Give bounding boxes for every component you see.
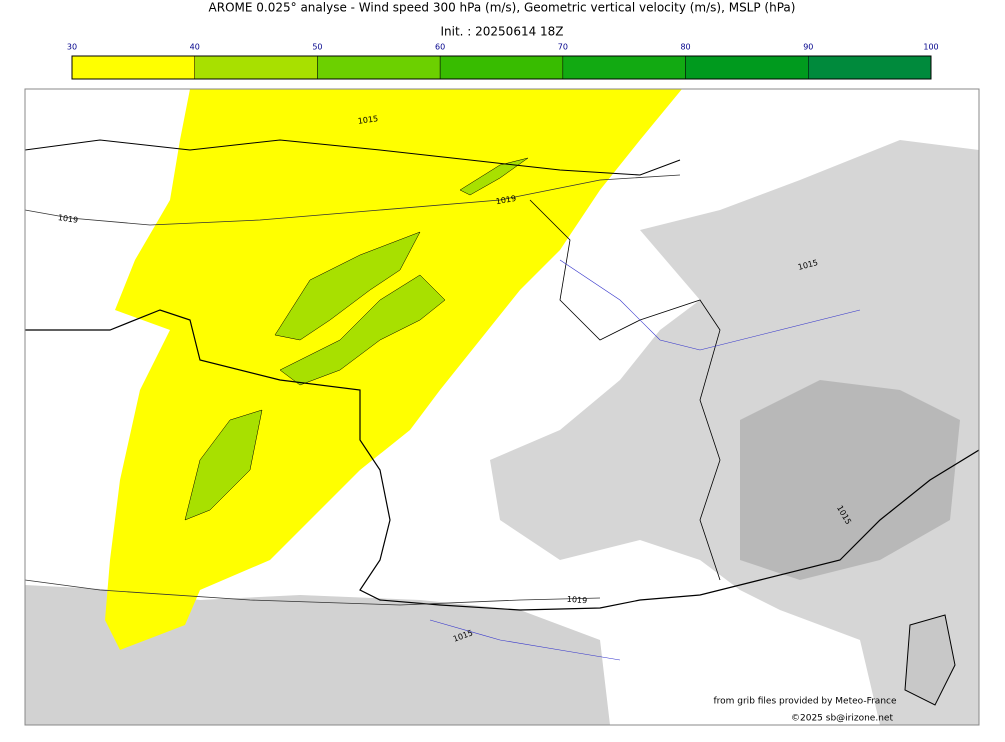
map-title: AROME 0.025° analyse - Wind speed 300 hP… xyxy=(209,1,796,15)
isobar-label: 1015 xyxy=(357,114,378,126)
colorbar-tick-label: 100 xyxy=(923,43,938,52)
wind-40-50 xyxy=(274,231,421,341)
colorbar-segment xyxy=(194,55,318,80)
colorbar-tick-label: 40 xyxy=(190,43,200,52)
colorbar-tick-label: 60 xyxy=(435,43,445,52)
border xyxy=(529,199,721,581)
coastline xyxy=(25,139,681,176)
colorbar: 30 40 50 60 70 80 90 100 xyxy=(67,43,939,80)
wind-40-50 xyxy=(184,409,263,521)
map-frame xyxy=(24,88,980,726)
isobar-label: 1019 xyxy=(495,194,517,206)
credit: from grib files provided by Meteo-France xyxy=(713,697,896,707)
isobar xyxy=(25,174,681,226)
colorbar-tick-label: 90 xyxy=(803,43,813,52)
wind-30-40 xyxy=(105,89,682,650)
credit: ©2025 sb@irizone.net xyxy=(791,714,893,724)
isobar-label: 1019 xyxy=(57,213,78,225)
wind-40-50 xyxy=(279,274,446,386)
isobar xyxy=(25,579,601,606)
colorbar-tick-label: 80 xyxy=(680,43,690,52)
init-time: Init. : 20250614 18Z xyxy=(440,25,563,39)
wind-40-50 xyxy=(459,157,529,196)
river xyxy=(429,619,621,661)
coastline xyxy=(25,309,979,611)
gray-area-dark xyxy=(740,380,960,580)
river xyxy=(559,259,861,351)
colorbar-tick-label: 50 xyxy=(312,43,322,52)
colorbar-tick-label: 70 xyxy=(558,43,568,52)
colorbar-segment xyxy=(71,55,195,80)
colorbar-segment xyxy=(562,55,686,80)
colorbar-segment xyxy=(317,55,441,80)
island xyxy=(904,614,956,706)
colorbar-tick-label: 30 xyxy=(67,43,77,52)
colorbar-segment xyxy=(685,55,809,80)
colorbar-frame xyxy=(71,55,932,80)
isobar-label: 1019 xyxy=(566,595,587,606)
colorbar-segment xyxy=(439,55,564,80)
gray-area xyxy=(490,140,979,725)
colorbar-segment xyxy=(808,55,932,80)
